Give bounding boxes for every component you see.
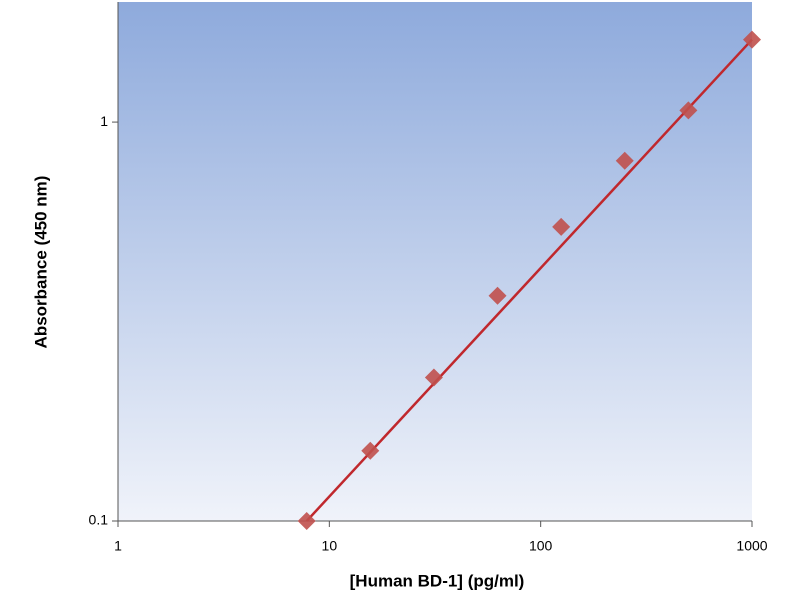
data-point [615,151,634,170]
data-point [488,286,507,305]
x-axis-title: [Human BD-1] (pg/ml) [350,571,525,590]
y-tick-label: 1 [100,113,108,129]
x-tick-label: 10 [322,538,338,554]
x-tick-label: 1000 [736,538,767,554]
y-tick-label: 0.1 [89,512,109,528]
data-point [743,30,761,49]
fit-line [305,38,753,522]
y-axis-title: Absorbance (450 nm) [31,176,50,349]
data-point [361,441,380,460]
data-point [297,512,316,530]
x-tick-label: 1 [114,538,122,554]
plot-area [118,2,752,521]
x-tick-label: 100 [529,538,553,554]
data-point [679,101,698,120]
data-point [552,217,571,236]
data-point [424,368,443,387]
